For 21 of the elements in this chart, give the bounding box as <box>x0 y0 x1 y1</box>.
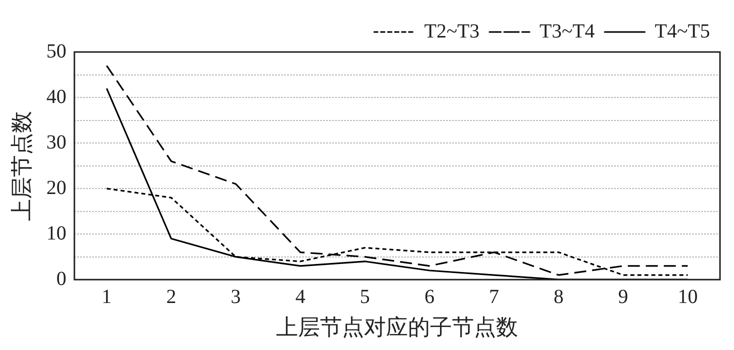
x-tick-label: 4 <box>295 286 306 308</box>
legend-label: T2~T3 <box>424 20 480 42</box>
x-tick-label: 8 <box>554 286 564 308</box>
legend-label: T3~T4 <box>539 20 595 42</box>
legend-label: T4~T5 <box>654 20 710 42</box>
x-tick-label: 5 <box>360 286 370 308</box>
y-axis-title: 上层节点数 <box>8 110 34 221</box>
x-tick-label: 9 <box>618 286 628 308</box>
y-tick-label: 10 <box>46 222 66 244</box>
y-tick-label: 20 <box>46 176 66 199</box>
x-tick-label: 10 <box>678 286 698 308</box>
y-tick-label: 50 <box>46 40 66 62</box>
y-tick-label: 0 <box>56 268 66 290</box>
y-tick-label: 40 <box>46 86 66 108</box>
y-tick-label: 30 <box>46 131 66 154</box>
x-axis-title: 上层节点对应的子节点数 <box>276 314 518 340</box>
x-tick-label: 3 <box>230 286 241 308</box>
x-tick-label: 7 <box>489 286 500 308</box>
x-tick-label: 2 <box>166 286 176 308</box>
x-tick-label: 6 <box>424 286 434 308</box>
x-tick-label: 1 <box>102 286 112 308</box>
